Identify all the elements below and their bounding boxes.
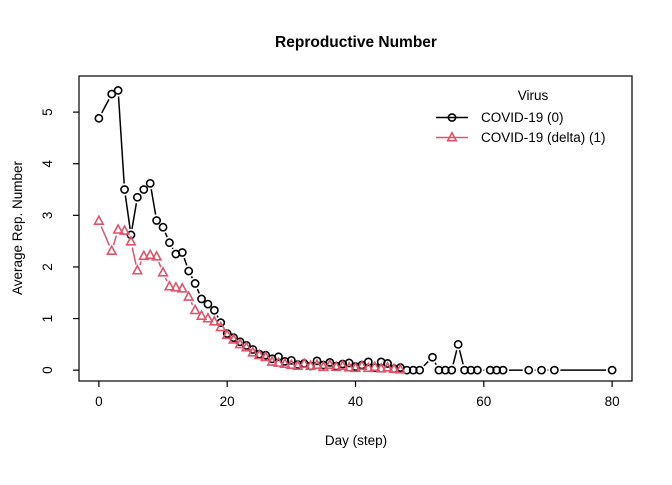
legend-title: Virus — [518, 88, 549, 103]
y-tick-label: 3 — [40, 212, 55, 220]
data-point-circle — [211, 307, 218, 314]
data-point-circle — [159, 224, 166, 231]
data-point-circle — [551, 367, 558, 374]
data-point-triangle — [204, 314, 213, 322]
data-point-triangle — [152, 252, 161, 260]
series-1 — [95, 216, 405, 373]
x-tick-label: 80 — [605, 394, 620, 409]
series-line-segment — [151, 189, 155, 214]
data-point-triangle — [95, 216, 104, 224]
data-point-triangle — [120, 226, 129, 234]
data-point-circle — [609, 367, 616, 374]
series-line-segment — [132, 203, 136, 229]
series-line-segment — [101, 227, 109, 246]
plot-area: 0 20 40 60 80 0 1 2 3 4 5 — [40, 76, 632, 409]
data-point-circle — [121, 186, 128, 193]
series-line-segment — [460, 350, 464, 364]
data-point-triangle — [133, 266, 142, 274]
series-line-segment — [217, 316, 218, 318]
legend-item-label: COVID-19 (delta) (1) — [481, 130, 606, 145]
series-line-segment — [102, 99, 109, 113]
data-point-triangle — [107, 246, 116, 254]
data-point-triangle — [184, 292, 193, 300]
data-point-circle — [455, 341, 462, 348]
data-point-circle — [198, 295, 205, 302]
data-point-circle — [115, 87, 122, 94]
legend: Virus COVID-19 (0) COVID-19 (delta) (1) — [436, 88, 606, 145]
data-point-triangle — [191, 305, 200, 313]
data-point-circle — [429, 354, 436, 361]
data-point-circle — [147, 180, 154, 187]
legend-item-1: COVID-19 (delta) (1) — [436, 130, 606, 145]
series-line-segment — [166, 278, 167, 281]
data-point-circle — [192, 280, 199, 287]
x-tick-label: 0 — [95, 394, 103, 409]
y-tick-label: 4 — [40, 159, 55, 167]
series-line-segment — [140, 262, 142, 265]
x-axis-label: Day (step) — [325, 433, 387, 448]
y-tick-label: 2 — [40, 263, 55, 271]
y-tick-label: 1 — [40, 315, 55, 323]
data-point-triangle — [210, 317, 219, 325]
data-point-triangle — [178, 284, 187, 292]
data-point-circle — [95, 115, 102, 122]
series-line-segment — [453, 350, 457, 364]
data-point-circle — [204, 301, 211, 308]
data-point-circle — [166, 239, 173, 246]
legend-item-0: COVID-19 (0) — [436, 110, 564, 125]
legend-item-label: COVID-19 (0) — [481, 110, 564, 125]
series-line-segment — [184, 258, 186, 265]
series-line-segment — [435, 363, 436, 365]
series-line-segment — [125, 195, 130, 229]
chart-title: Reproductive Number — [275, 34, 437, 51]
series-line-segment — [119, 96, 125, 183]
x-tick-label: 20 — [220, 394, 235, 409]
series-line-segment — [132, 248, 136, 265]
series-line-segment — [113, 236, 116, 246]
data-point-circle — [134, 194, 141, 201]
y-tick-label: 0 — [40, 366, 55, 374]
data-point-circle — [140, 186, 147, 193]
series-line-segment — [191, 276, 192, 278]
series-line-segment — [172, 248, 173, 249]
x-tick-label: 40 — [348, 394, 363, 409]
data-point-circle — [525, 367, 532, 374]
series-line-segment — [197, 289, 199, 293]
data-point-circle — [538, 367, 545, 374]
series-line-segment — [165, 233, 167, 237]
series-line-segment — [191, 302, 192, 305]
series-line-segment — [159, 262, 161, 267]
series-line-segment — [424, 362, 428, 366]
y-axis-label: Average Rep. Number — [10, 160, 25, 295]
data-point-triangle — [159, 268, 168, 276]
x-tick-label: 60 — [476, 394, 491, 409]
legend-items: COVID-19 (0) COVID-19 (delta) (1) — [436, 110, 606, 145]
y-tick-label: 5 — [40, 108, 55, 116]
data-point-circle — [185, 267, 192, 274]
data-point-circle — [153, 217, 160, 224]
